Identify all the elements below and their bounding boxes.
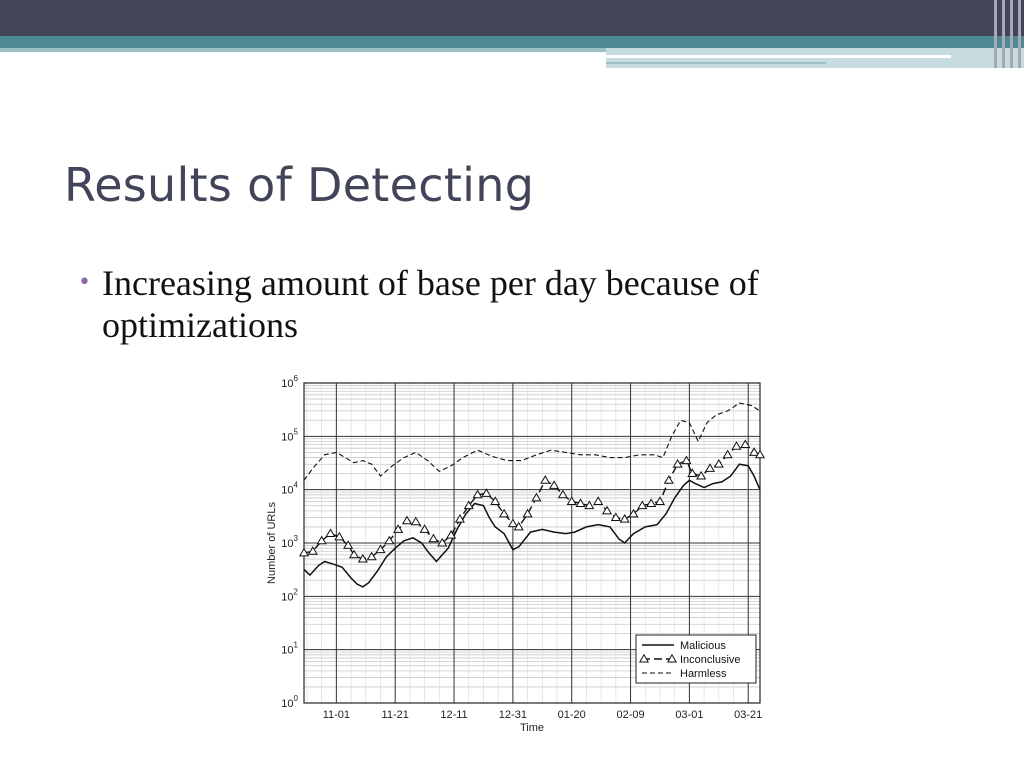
header-bar-dark <box>0 0 1024 36</box>
header-stripe-light <box>0 48 610 52</box>
legend-label: Inconclusive <box>680 654 741 666</box>
bullet-item: • Increasing amount of base per day beca… <box>78 262 958 346</box>
x-tick-label: 02-09 <box>616 709 644 721</box>
data-point-marker <box>334 531 345 541</box>
data-point-marker <box>740 439 751 449</box>
data-point-marker <box>401 515 413 525</box>
chart-legend: Malicious Inconclusive Harmless <box>635 634 757 684</box>
x-axis-label: Time <box>520 722 544 734</box>
bullet-dot-icon: • <box>78 270 91 295</box>
header-vertical-bar <box>1010 0 1013 68</box>
x-tick-label: 11-01 <box>323 709 350 721</box>
x-tick-label: 03-01 <box>675 709 703 721</box>
y-axis-label: Number of URLs <box>266 502 278 584</box>
header-band-teal <box>0 36 1024 48</box>
header-vertical-bar <box>1018 0 1021 68</box>
data-point-marker <box>384 535 395 545</box>
x-tick-label: 12-31 <box>499 709 527 721</box>
data-point-marker <box>513 521 524 531</box>
data-point-marker <box>437 537 448 547</box>
data-point-marker <box>531 492 542 502</box>
y-tick-label: 104 <box>281 481 298 497</box>
x-tick-label: 12-11 <box>440 709 467 721</box>
y-tick-label: 106 <box>281 374 298 390</box>
data-point-marker <box>601 505 613 515</box>
data-point-marker <box>687 468 698 478</box>
data-point-marker <box>393 524 404 533</box>
data-point-marker <box>375 544 386 554</box>
header-stripe-line <box>606 55 951 58</box>
legend-marker <box>666 653 678 663</box>
data-point-marker <box>619 513 630 523</box>
series-line <box>303 402 761 481</box>
data-point-marker <box>722 449 733 459</box>
data-point-marker <box>472 489 483 499</box>
data-point-marker <box>446 530 457 539</box>
data-point-marker <box>654 496 666 505</box>
data-point-marker <box>325 528 336 538</box>
data-point-marker <box>628 508 639 518</box>
data-point-marker <box>584 500 595 510</box>
header-stripe-line <box>606 62 826 64</box>
plot-frame <box>303 382 761 704</box>
data-point-marker <box>540 475 551 484</box>
data-point-marker <box>366 551 377 561</box>
data-point-marker <box>696 470 707 480</box>
data-point-marker <box>463 500 474 510</box>
data-point-marker <box>754 449 766 459</box>
series-line <box>303 463 761 588</box>
data-point-marker <box>646 498 657 507</box>
data-point-marker <box>637 500 648 510</box>
x-tick-label: 01-20 <box>558 709 586 721</box>
data-point-marker <box>566 496 577 505</box>
data-point-marker <box>749 447 760 456</box>
data-point-marker <box>663 475 674 484</box>
data-point-marker <box>507 518 518 528</box>
data-point-marker <box>481 488 492 497</box>
data-point-marker <box>522 508 533 518</box>
slide-title: Results of Detecting <box>64 158 535 212</box>
y-tick-label: 100 <box>281 694 298 710</box>
data-point-marker <box>672 459 683 468</box>
x-tick-label: 03-21 <box>734 709 762 721</box>
series-inconclusive <box>298 439 766 563</box>
y-tick-label: 105 <box>281 427 298 443</box>
legend-label: Harmless <box>680 668 727 680</box>
legend-marker <box>638 653 650 663</box>
data-point-marker <box>731 441 742 450</box>
x-tick-label: 11-21 <box>382 709 409 721</box>
data-point-marker <box>410 516 421 526</box>
y-tick-label: 103 <box>281 534 298 550</box>
series-harmless <box>303 402 761 481</box>
data-point-marker <box>610 512 621 521</box>
y-tick-label: 102 <box>281 587 298 603</box>
data-point-marker <box>713 459 724 468</box>
data-point-marker <box>704 463 716 472</box>
bullet-text: Increasing amount of base per day becaus… <box>102 263 759 345</box>
header-vertical-bar <box>1002 0 1005 68</box>
data-point-marker <box>316 535 327 545</box>
series-malicious <box>303 463 761 588</box>
y-tick-label: 101 <box>281 641 298 657</box>
data-point-marker <box>593 496 604 505</box>
data-point-marker <box>307 546 318 555</box>
data-point-marker <box>557 489 568 499</box>
data-point-marker <box>454 513 465 523</box>
data-point-marker <box>357 553 368 563</box>
data-point-marker <box>490 496 501 505</box>
data-point-marker <box>498 508 510 518</box>
data-point-marker <box>548 480 560 489</box>
data-point-marker <box>343 540 354 549</box>
data-point-marker <box>681 455 692 465</box>
data-point-marker <box>348 549 360 559</box>
legend-label: Malicious <box>680 640 726 652</box>
header-vertical-bar <box>994 0 997 68</box>
data-point-marker <box>419 524 430 533</box>
data-point-marker <box>298 547 310 557</box>
data-point-marker <box>575 498 586 507</box>
data-point-marker <box>428 533 439 543</box>
